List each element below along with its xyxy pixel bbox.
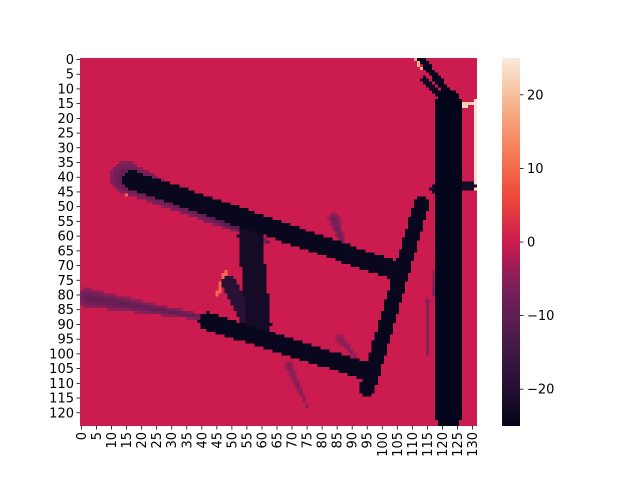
x-tick-label: 55	[240, 432, 255, 449]
x-tick-label: 25	[150, 432, 165, 449]
x-tick-label: 50	[225, 432, 240, 449]
heatmap-cells	[80, 58, 477, 426]
x-tick-label: 40	[195, 432, 210, 449]
y-tick-label: 65	[57, 244, 74, 259]
x-tick-label: 35	[180, 432, 195, 449]
y-tick-label: 20	[57, 112, 74, 127]
y-tick-label: 30	[57, 141, 74, 156]
x-tick-label: 30	[165, 432, 180, 449]
y-tick-label: 90	[57, 318, 74, 333]
y-tick-label: 5	[66, 68, 74, 83]
colorbar-tick-label: 20	[527, 88, 544, 103]
y-tick-label: 105	[49, 362, 74, 377]
x-tick-label: 65	[270, 432, 285, 449]
y-axis: 0510152025303540455055606570758085909510…	[49, 53, 80, 421]
y-tick-label: 120	[49, 406, 74, 421]
colorbar-tick-label: 10	[527, 162, 544, 177]
x-tick-label: 0	[75, 432, 90, 440]
y-tick-label: 40	[57, 171, 74, 186]
colorbar-tick-label: −20	[527, 383, 554, 398]
y-tick-label: 95	[57, 333, 74, 348]
x-tick-label: 125	[451, 432, 466, 457]
y-tick-label: 25	[57, 127, 74, 142]
x-tick-label: 10	[105, 432, 120, 449]
y-tick-label: 45	[57, 185, 74, 200]
x-tick-label: 85	[331, 432, 346, 449]
x-tick-label: 110	[406, 432, 421, 457]
x-axis: 0 5 10 15 20 25 30 35 40 45 50 55 60 65 70 75 80 85 90 95 10…	[75, 426, 481, 457]
y-tick-label: 60	[57, 230, 74, 245]
x-tick-label: 100	[376, 432, 391, 457]
x-tick-label: 5	[90, 432, 105, 440]
y-tick-label: 50	[57, 200, 74, 215]
y-tick-label: 80	[57, 288, 74, 303]
x-tick-label: 95	[361, 432, 376, 449]
y-tick-label: 35	[57, 156, 74, 171]
y-tick-label: 15	[57, 97, 74, 112]
y-tick-label: 10	[57, 82, 74, 97]
y-tick-label: 85	[57, 303, 74, 318]
x-tick-label: 130	[466, 432, 481, 457]
y-tick-label: 0	[66, 53, 74, 68]
colorbar	[502, 58, 520, 426]
colorbar-tick-label: 0	[527, 236, 535, 251]
x-tick-label: 90	[346, 432, 361, 449]
x-tick-label: 80	[316, 432, 331, 449]
x-tick-label: 20	[135, 432, 150, 449]
x-tick-label: 60	[255, 432, 270, 449]
colorbar-axis: 20 10 0 −10 −20	[520, 88, 554, 398]
x-tick-label: 120	[436, 432, 451, 457]
x-tick-label: 15	[120, 432, 135, 449]
y-tick-label: 100	[49, 347, 74, 362]
y-tick-label: 110	[49, 377, 74, 392]
y-tick-label: 75	[57, 274, 74, 289]
x-tick-label: 45	[210, 432, 225, 449]
x-tick-label: 70	[286, 432, 301, 449]
x-tick-label: 115	[421, 432, 436, 457]
y-tick-label: 55	[57, 215, 74, 230]
y-tick-label: 115	[49, 392, 74, 407]
x-tick-label: 75	[301, 432, 316, 449]
colorbar-tick-label: −10	[527, 309, 554, 324]
y-tick-label: 70	[57, 259, 74, 274]
x-tick-label: 105	[391, 432, 406, 457]
